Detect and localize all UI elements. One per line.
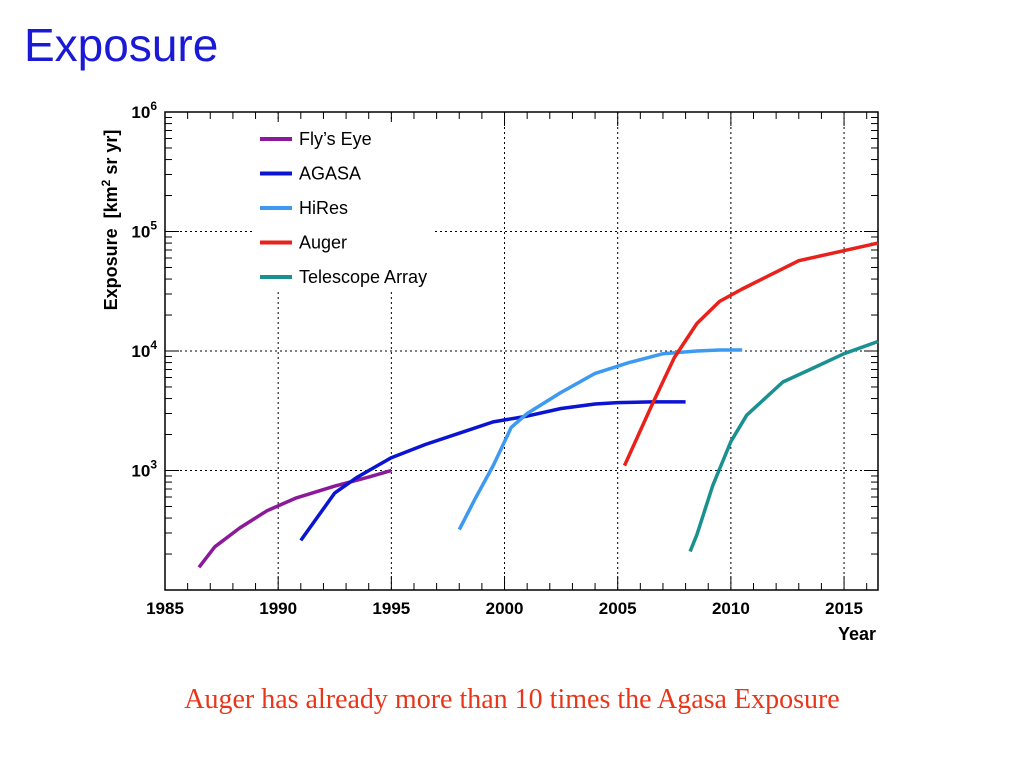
grid-lines bbox=[165, 112, 878, 590]
series-line-0 bbox=[197, 468, 392, 569]
series-line-1 bbox=[299, 400, 686, 542]
legend-label: Telescope Array bbox=[299, 267, 427, 287]
axis-ticks bbox=[164, 112, 878, 591]
tick-labels: 1985 1990 1995 2000 2005 2010 2015 103 104 105 106 bbox=[131, 99, 863, 618]
series-line-4 bbox=[688, 339, 879, 553]
legend: Fly’s Eye AGASA HiRes Auger Telescope Array bbox=[252, 122, 432, 292]
legend-label: Fly’s Eye bbox=[299, 129, 372, 149]
x-tick-label: 2005 bbox=[599, 599, 637, 618]
y-tick-label: 105 bbox=[131, 219, 157, 242]
y-tick-label: 103 bbox=[131, 458, 157, 481]
x-tick-label: 1995 bbox=[372, 599, 410, 618]
x-tick-label: 2000 bbox=[486, 599, 524, 618]
legend-label: Auger bbox=[299, 233, 347, 253]
x-tick-label: 2015 bbox=[825, 599, 863, 618]
y-tick-label: 106 bbox=[131, 99, 157, 122]
x-tick-label: 2010 bbox=[712, 599, 750, 618]
legend-label: HiRes bbox=[299, 198, 348, 218]
y-axis-title: Exposure [km2 sr yr] bbox=[99, 130, 121, 311]
x-axis-title: Year bbox=[838, 624, 876, 644]
legend-label: AGASA bbox=[299, 164, 361, 184]
y-tick-label: 104 bbox=[131, 338, 157, 361]
series-line-3 bbox=[622, 241, 879, 467]
slide-title: Exposure bbox=[24, 19, 219, 71]
series-lines bbox=[197, 241, 879, 569]
x-tick-label: 1990 bbox=[259, 599, 297, 618]
x-tick-label: 1985 bbox=[146, 599, 184, 618]
series-line-2 bbox=[457, 348, 743, 531]
slide-caption: Auger has already more than 10 times the… bbox=[184, 684, 840, 715]
